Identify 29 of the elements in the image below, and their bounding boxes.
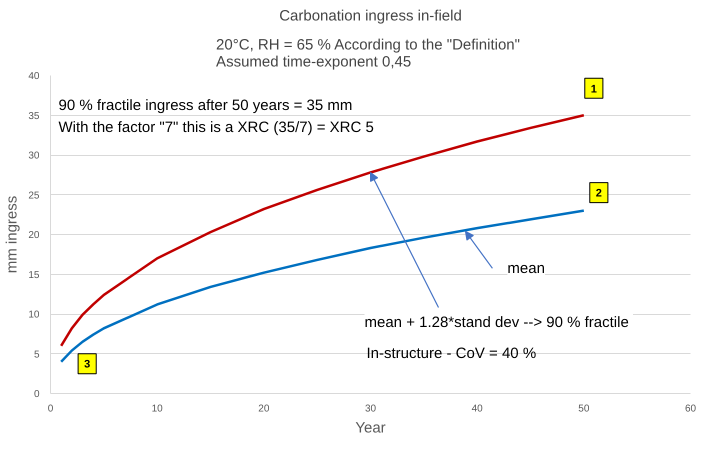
x-tick-label: 50	[578, 404, 590, 414]
y-tick-label: 5	[34, 349, 40, 360]
x-tick-label: 0	[48, 404, 54, 414]
y-tick-label: 20	[28, 230, 40, 241]
x-tick-label: 60	[684, 404, 696, 414]
y-tick-label: 25	[28, 190, 40, 202]
annotation: 90 % fractile ingress after 50 years = 35 mm	[58, 97, 352, 114]
annotation: 1	[590, 83, 597, 96]
y-tick-label: 0	[34, 389, 40, 400]
x-tick-label: 30	[364, 404, 376, 414]
x-axis-title: Year	[355, 420, 386, 436]
annotation: mean + 1.28*stand dev --> 90 % fractile	[364, 314, 629, 331]
y-tick-label: 15	[28, 270, 40, 281]
annotation: In-structure - CoV = 40 %	[366, 345, 536, 362]
annotation: 2	[596, 188, 602, 200]
annotation: With the factor "7" this is a XRC (35/7) = XRC 5	[58, 119, 374, 136]
x-tick-label: 10	[152, 404, 164, 414]
y-tick-label: 30	[28, 150, 40, 162]
x-tick-label: 20	[258, 404, 270, 414]
annotation: 3	[84, 358, 90, 371]
chart-title: Carbonation ingress in-field	[279, 8, 462, 24]
y-axis-title: mm ingress	[3, 196, 20, 274]
line-series	[60, 114, 586, 348]
annotation: mean	[507, 260, 545, 277]
y-tick-label: 40	[28, 71, 40, 82]
x-tick-label: 40	[472, 404, 484, 414]
chart-subtitle: 20°C, RH = 65 % According to the "Definition" Assumed time-exponent 0,45	[216, 36, 520, 70]
y-tick-label: 35	[28, 110, 40, 122]
y-tick-label: 10	[28, 310, 40, 320]
